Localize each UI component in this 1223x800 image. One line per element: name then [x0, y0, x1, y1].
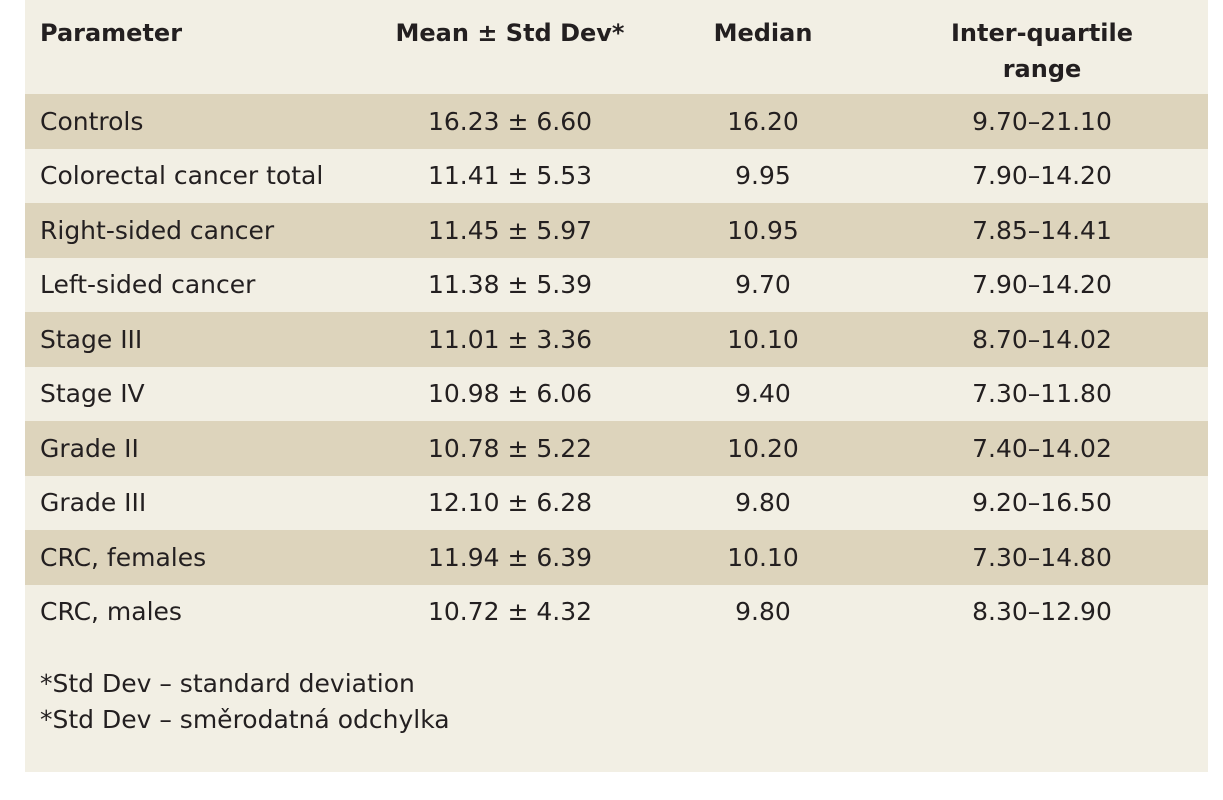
- header-parameter: Parameter: [40, 19, 183, 47]
- table-row: Right-sided cancer 11.45 ± 5.97 10.95 7.…: [25, 203, 1208, 258]
- cell-median: 10.20: [650, 421, 876, 476]
- cell-mean: 11.41 ± 5.53: [427, 161, 593, 191]
- cell-parameter: Grade II: [25, 421, 370, 476]
- cell-mean: 11.94 ± 6.39: [370, 530, 650, 585]
- cell-parameter: Left-sided cancer: [40, 270, 256, 300]
- cell-mean: 16.23 ± 6.60: [370, 94, 650, 149]
- cell-mean: 10.98 ± 6.06: [427, 379, 593, 409]
- cell-parameter: Right-sided cancer: [25, 203, 370, 258]
- cell-iqr: 9.70–21.10: [876, 94, 1208, 149]
- cell-parameter: Grade III: [40, 488, 147, 518]
- cell-parameter: Colorectal cancer total: [40, 161, 324, 191]
- cell-mean: 11.45 ± 5.97: [370, 203, 650, 258]
- header-iqr-line1: Inter-quartile: [950, 19, 1134, 47]
- cell-median: 9.95: [735, 161, 791, 191]
- table-row: CRC, females 11.94 ± 6.39 10.10 7.30–14.…: [25, 530, 1208, 585]
- table-row: Grade II 10.78 ± 5.22 10.20 7.40–14.02: [25, 421, 1208, 476]
- table-row: Stage IV 10.98 ± 6.06 9.40 7.30–11.80: [25, 367, 1208, 422]
- header-iqr-line2: range: [1002, 55, 1082, 83]
- statistics-table: Parameter Mean ± Std Dev* Median Inter-q…: [25, 0, 1208, 639]
- cell-mean: 10.78 ± 5.22: [370, 421, 650, 476]
- cell-median: 10.95: [650, 203, 876, 258]
- cell-median: 9.70: [735, 270, 791, 300]
- cell-median: 10.10: [650, 530, 876, 585]
- cell-median: 9.80: [735, 488, 791, 518]
- footnotes: *Std Dev – standard deviation *Std Dev –…: [40, 666, 450, 738]
- footnote-english: *Std Dev – standard deviation: [40, 669, 415, 698]
- table-row: Left-sided cancer 11.38 ± 5.39 9.70 7.90…: [25, 258, 1208, 313]
- cell-parameter: Controls: [25, 94, 370, 149]
- cell-parameter: Stage IV: [40, 379, 145, 409]
- cell-mean: 12.10 ± 6.28: [427, 488, 593, 518]
- table-row: Colorectal cancer total 11.41 ± 5.53 9.9…: [25, 149, 1208, 204]
- table-header-row: Parameter Mean ± Std Dev* Median Inter-q…: [25, 0, 1208, 94]
- cell-median: 10.10: [650, 312, 876, 367]
- header-iqr: Inter-quartile range: [876, 0, 1208, 94]
- table-row: Grade III 12.10 ± 6.28 9.80 9.20–16.50: [25, 476, 1208, 531]
- cell-median: 16.20: [650, 94, 876, 149]
- cell-median: 9.80: [735, 597, 791, 627]
- table-row: Controls 16.23 ± 6.60 16.20 9.70–21.10: [25, 94, 1208, 149]
- footnote-czech: *Std Dev – směrodatná odchylka: [40, 705, 450, 734]
- table-row: CRC, males 10.72 ± 4.32 9.80 8.30–12.90: [25, 585, 1208, 640]
- header-median: Median: [713, 19, 813, 47]
- cell-iqr: 7.90–14.20: [972, 270, 1112, 300]
- cell-iqr: 8.70–14.02: [876, 312, 1208, 367]
- cell-median: 9.40: [735, 379, 791, 409]
- cell-parameter: CRC, males: [40, 597, 182, 627]
- cell-iqr: 9.20–16.50: [972, 488, 1112, 518]
- cell-iqr: 7.30–14.80: [876, 530, 1208, 585]
- cell-parameter: CRC, females: [25, 530, 370, 585]
- cell-mean: 10.72 ± 4.32: [427, 597, 593, 627]
- cell-iqr: 8.30–12.90: [972, 597, 1112, 627]
- cell-mean: 11.38 ± 5.39: [427, 270, 593, 300]
- cell-iqr: 7.40–14.02: [876, 421, 1208, 476]
- cell-parameter: Stage III: [25, 312, 370, 367]
- cell-mean: 11.01 ± 3.36: [370, 312, 650, 367]
- table-row: Stage III 11.01 ± 3.36 10.10 8.70–14.02: [25, 312, 1208, 367]
- header-mean: Mean ± Std Dev*: [395, 19, 625, 47]
- cell-iqr: 7.30–11.80: [972, 379, 1112, 409]
- cell-iqr: 7.90–14.20: [972, 161, 1112, 191]
- cell-iqr: 7.85–14.41: [876, 203, 1208, 258]
